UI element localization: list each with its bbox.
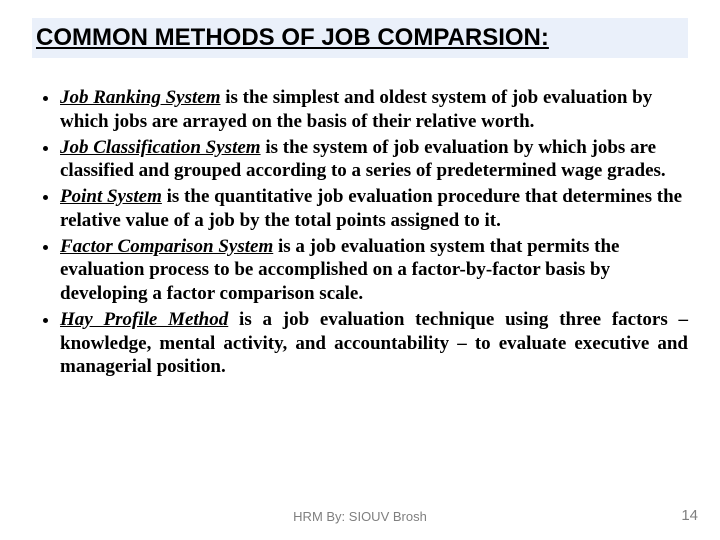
term: Hay Profile Method <box>60 309 228 330</box>
list-item: Point System is the quantitative job eva… <box>60 185 688 233</box>
term: Job Ranking System <box>60 87 220 108</box>
slide-title: COMMON METHODS OF JOB COMPARSION: <box>32 18 688 58</box>
footer-credit: HRM By: SIOUV Brosh <box>0 509 720 524</box>
term: Point System <box>60 186 162 207</box>
page-number: 14 <box>681 507 698 524</box>
list-item: Factor Comparison System is a job evalua… <box>60 235 688 306</box>
term: Factor Comparison System <box>60 236 273 257</box>
list-item: Hay Profile Method is a job evaluation t… <box>60 308 688 379</box>
term: Job Classification System <box>60 137 261 158</box>
bullet-list: Job Ranking System is the simplest and o… <box>32 86 688 379</box>
list-item: Job Classification System is the system … <box>60 136 688 184</box>
list-item: Job Ranking System is the simplest and o… <box>60 86 688 134</box>
